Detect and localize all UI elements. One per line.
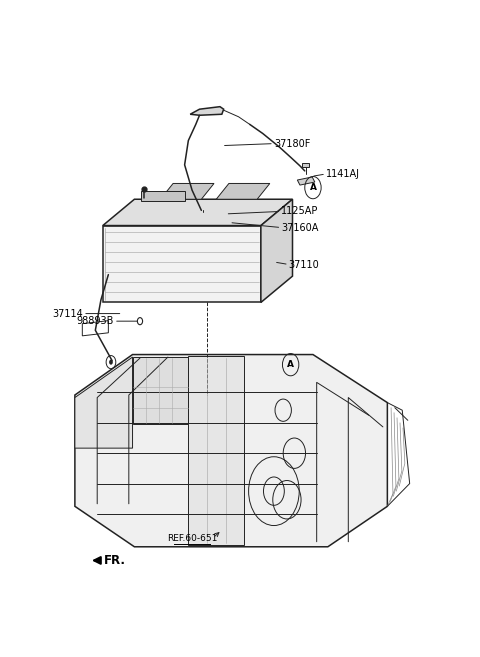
Polygon shape <box>75 355 387 547</box>
Polygon shape <box>75 357 132 448</box>
Text: 37114: 37114 <box>52 309 83 319</box>
Text: FR.: FR. <box>104 554 126 567</box>
Text: A: A <box>310 183 316 192</box>
Polygon shape <box>188 356 244 545</box>
Text: 37180F: 37180F <box>274 139 310 148</box>
Polygon shape <box>216 183 270 199</box>
Text: 37160A: 37160A <box>281 223 319 233</box>
Text: 37110: 37110 <box>289 260 320 269</box>
Text: 1125AP: 1125AP <box>281 206 319 216</box>
Polygon shape <box>160 183 214 199</box>
Polygon shape <box>198 204 208 210</box>
Polygon shape <box>141 191 185 201</box>
Text: 1141AJ: 1141AJ <box>326 169 360 179</box>
Circle shape <box>109 359 113 365</box>
Polygon shape <box>302 163 309 167</box>
Text: A: A <box>287 360 294 369</box>
Polygon shape <box>103 199 292 225</box>
Polygon shape <box>297 177 315 185</box>
Polygon shape <box>190 106 224 115</box>
Polygon shape <box>261 199 292 302</box>
Text: 98893B: 98893B <box>77 316 114 326</box>
Text: REF.60-651: REF.60-651 <box>167 533 217 543</box>
Polygon shape <box>132 357 188 424</box>
Polygon shape <box>103 225 261 302</box>
